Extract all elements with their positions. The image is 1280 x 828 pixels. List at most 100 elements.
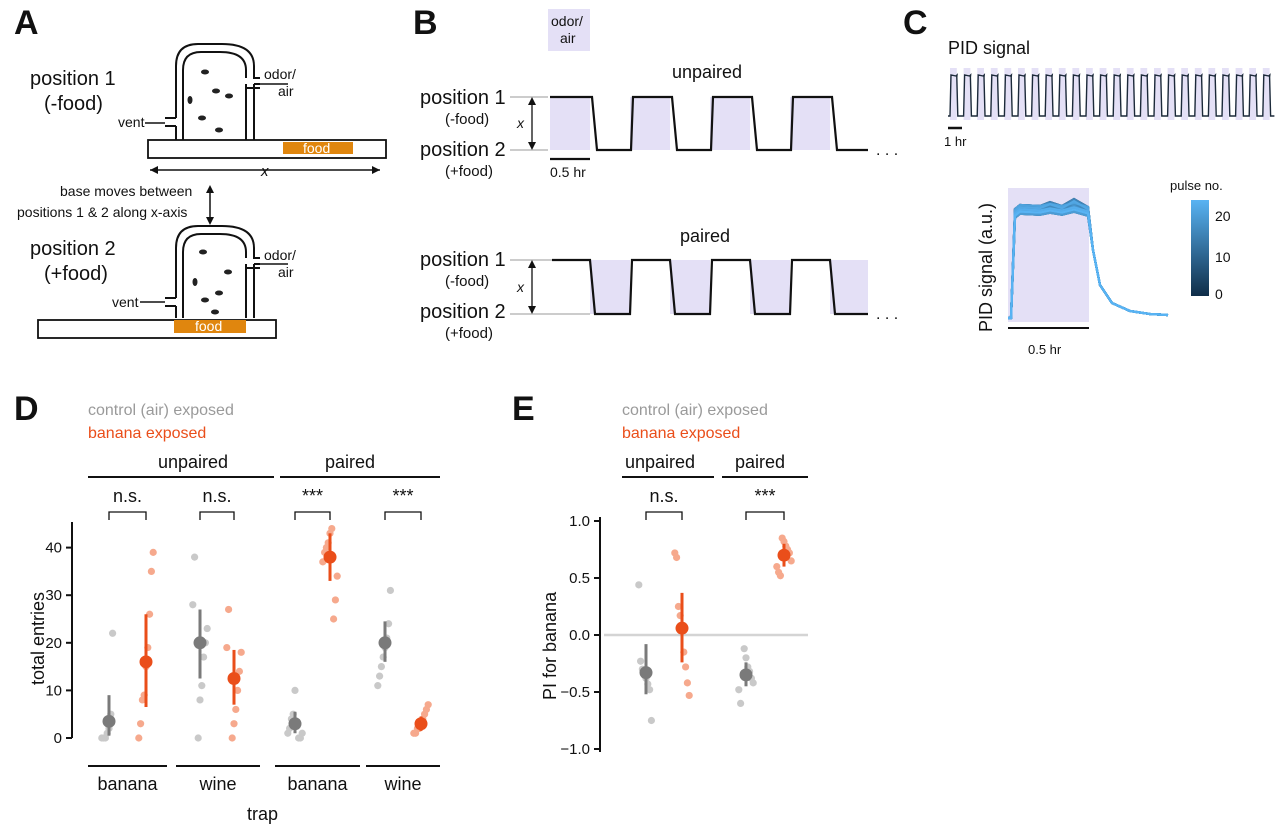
e-point-control — [742, 654, 750, 662]
d-point-control — [298, 729, 306, 737]
c-pid-shade-pulse — [1262, 68, 1270, 120]
a-base-note-2: positions 1 & 2 along x-axis — [17, 204, 187, 220]
panel-b-label: B — [413, 4, 438, 42]
d-mean-banana — [227, 672, 241, 685]
e-sig-bracket — [745, 511, 785, 520]
d-point-control — [200, 653, 208, 661]
d-point-control — [198, 682, 206, 690]
panel-b: B odor/ air unpaired position 1 (-food) … — [413, 4, 898, 342]
c-pid-shade-pulse — [1154, 68, 1161, 120]
d-mean-control — [102, 714, 116, 728]
panel-a: A position 1 (-food) odor/ air vent food… — [14, 4, 387, 339]
d-point-banana — [149, 548, 157, 556]
d-legend-banana: banana exposed — [88, 425, 206, 442]
b-odor-air-1: odor/ — [551, 13, 583, 29]
a-odor-air-2: air — [278, 83, 294, 99]
e-point-control — [737, 699, 745, 708]
d-mean-control — [378, 636, 392, 650]
d-point-banana — [230, 720, 238, 728]
a-food-block-1 — [283, 142, 353, 154]
d-point-banana — [146, 610, 154, 618]
e-point-control — [637, 657, 645, 665]
e-mean-banana — [777, 548, 791, 562]
c-pid-shade-pulse — [1167, 68, 1175, 120]
e-group-paired: paired — [735, 452, 785, 472]
a-odor-air-1: odor/ — [264, 66, 296, 82]
e-point-control — [749, 679, 757, 687]
e-point-control — [635, 581, 643, 589]
d-sig-bracket — [384, 511, 422, 520]
b-u-pos1-sub: (-food) — [445, 111, 489, 128]
a-position2-title: position 2 — [30, 238, 116, 260]
b-p-pos1: position 1 — [420, 249, 506, 271]
a-chamber1-inlet — [245, 83, 260, 140]
c-1hr-label: 1 hr — [944, 134, 967, 149]
a-food-1: food — [303, 140, 330, 156]
b-paired-trace — [552, 258, 868, 316]
e-point-banana — [683, 679, 692, 687]
e-point-banana — [674, 602, 683, 611]
d-group-paired: paired — [325, 452, 375, 472]
e-point-banana — [787, 557, 795, 565]
d-point-control — [374, 682, 382, 690]
d-sig-bracket — [199, 511, 235, 520]
d-y-tick-label: 10 — [45, 682, 62, 699]
a-food-block-2 — [174, 320, 246, 333]
d-point-control — [291, 686, 299, 695]
c-pid-shade-pulse — [1031, 68, 1039, 120]
c-pulse-trace — [1008, 208, 1169, 320]
c-legend-tick-10: 10 — [1215, 249, 1231, 265]
b-u-pos2: position 2 — [420, 139, 506, 161]
e-y-tick-label: −1.0 — [560, 741, 590, 758]
panel-c: C PID signal 1 hr PID signal (a.u.) 0.5 … — [903, 4, 1275, 357]
d-point-banana — [223, 643, 231, 652]
b-scale-label: 0.5 hr — [550, 164, 586, 180]
c-legend-title: pulse no. — [1170, 178, 1223, 193]
d-point-banana — [137, 720, 145, 728]
c-pid-shading — [950, 68, 1270, 120]
c-legend-tick-0: 0 — [1215, 286, 1223, 302]
b-p-pos2: position 2 — [420, 301, 506, 323]
d-mean-control — [193, 636, 207, 650]
d-mean-banana — [414, 717, 428, 731]
e-y-tick-label: 0.5 — [569, 570, 590, 587]
d-point-control — [191, 553, 199, 561]
c-pid-shade-pulse — [1194, 68, 1202, 120]
d-y-tick-label: 40 — [45, 540, 62, 557]
e-point-banana — [773, 563, 781, 571]
d-category-label: banana — [97, 774, 158, 794]
c-pid-shade-pulse — [950, 68, 957, 120]
c-pulse-traces — [1008, 197, 1169, 320]
d-mean-banana — [323, 550, 337, 564]
d-point-control — [385, 620, 393, 628]
e-legend-control: control (air) exposed — [622, 402, 768, 419]
e-point-banana — [685, 691, 693, 700]
e-point-banana — [673, 553, 681, 562]
a-vent-2: vent — [112, 294, 139, 310]
e-y-tick-label: 1.0 — [569, 513, 590, 530]
d-point-banana — [328, 524, 336, 533]
a-flies-2 — [192, 249, 232, 315]
d-sig-bracket — [294, 511, 331, 520]
c-ylabel: PID signal (a.u.) — [976, 203, 996, 332]
b-u-ellipsis: . . . — [876, 142, 898, 159]
a-chamber2-outer — [175, 225, 260, 298]
panel-d: D control (air) exposed banana exposed u… — [14, 390, 440, 824]
d-mean-control — [288, 717, 302, 731]
e-plot: 1.0 0.5 0.0 −0.5 −1.0 n.s. *** — [560, 486, 808, 758]
a-chamber2-inner — [182, 233, 247, 298]
b-paired-title: paired — [680, 226, 730, 246]
d-category-label: wine — [383, 774, 421, 794]
c-pid-shade-pulse — [1140, 68, 1148, 120]
b-u-pos2-sub: (+food) — [445, 163, 493, 180]
d-group-unpaired: unpaired — [158, 452, 228, 472]
b-p-pos1-sub: (-food) — [445, 273, 489, 290]
b-u-x-label: x — [516, 115, 525, 131]
e-y-tick-label: −0.5 — [560, 684, 590, 701]
e-point-banana — [682, 663, 690, 671]
d-xlabel: trap — [247, 804, 278, 824]
d-point-banana — [147, 567, 155, 576]
c-pid-trace — [948, 73, 1275, 117]
a-chamber1-inner — [182, 51, 247, 118]
c-legend-tick-20: 20 — [1215, 208, 1231, 224]
